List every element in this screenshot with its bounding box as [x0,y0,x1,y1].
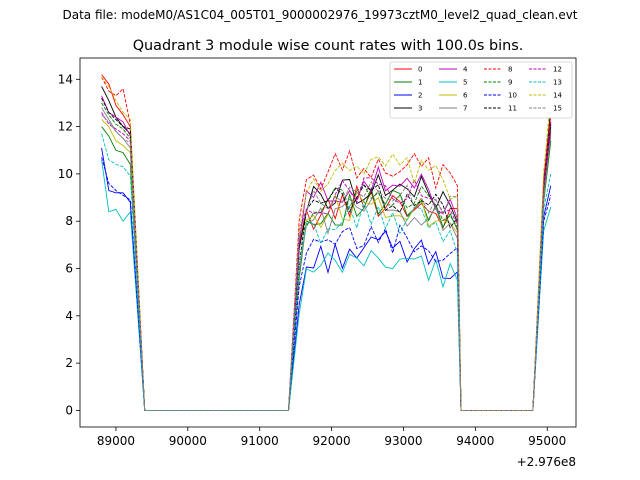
y-tick-label: 14 [58,72,73,86]
plot-frame [80,58,576,427]
legend-label-6: 6 [463,92,468,100]
x-tick-label: 94000 [456,434,494,448]
x-tick-label: 95000 [528,434,566,448]
plot-border [79,57,577,428]
legend-label-3: 3 [418,105,422,113]
series-line-8 [101,76,552,411]
legend-box [389,61,573,119]
y-tick-label: 8 [65,214,73,228]
legend-label-11: 11 [508,105,517,113]
x-tick-label: 92000 [313,434,351,448]
y-tick-label: 12 [58,120,73,134]
plot-area: 89000 90000 91000 92000 93000 94000 95000 0 2 4 6… [58,57,577,448]
legend-label-9: 9 [508,79,512,87]
legend-label-7: 7 [463,105,467,113]
x-tick-label: 89000 [97,434,135,448]
y-axis: 0 2 4 6 8 10 12 14 [58,72,80,417]
y-tick-label: 2 [65,356,73,370]
chart-title: Quadrant 3 module wise count rates with … [133,38,524,54]
legend-label-14: 14 [553,92,562,100]
suptitle: Data file: modeM0/AS1C04_005T01_90000029… [62,8,577,22]
legend-label-5: 5 [463,79,467,87]
legend-label-13: 13 [553,79,562,87]
legend-label-8: 8 [508,66,512,74]
x-axis: 89000 90000 91000 92000 93000 94000 95000 [97,427,566,448]
legend-label-1: 1 [418,79,422,87]
series-line-15 [101,114,552,411]
x-tick-label: 93000 [384,434,422,448]
y-tick-label: 10 [58,167,73,181]
series-layer [101,74,552,411]
y-tick-label: 4 [65,309,73,323]
legend-label-0: 0 [418,66,422,74]
y-tick-label: 0 [65,403,73,417]
legend-label-4: 4 [463,66,468,74]
legend-label-2: 2 [418,92,422,100]
y-tick-label: 6 [65,262,73,276]
legend-label-15: 15 [553,105,562,113]
legend-label-12: 12 [553,66,562,74]
legend-label-10: 10 [508,92,517,100]
x-offset-label: +2.976e8 [517,455,576,469]
x-tick-label: 91000 [241,434,279,448]
x-tick-label: 90000 [169,434,207,448]
